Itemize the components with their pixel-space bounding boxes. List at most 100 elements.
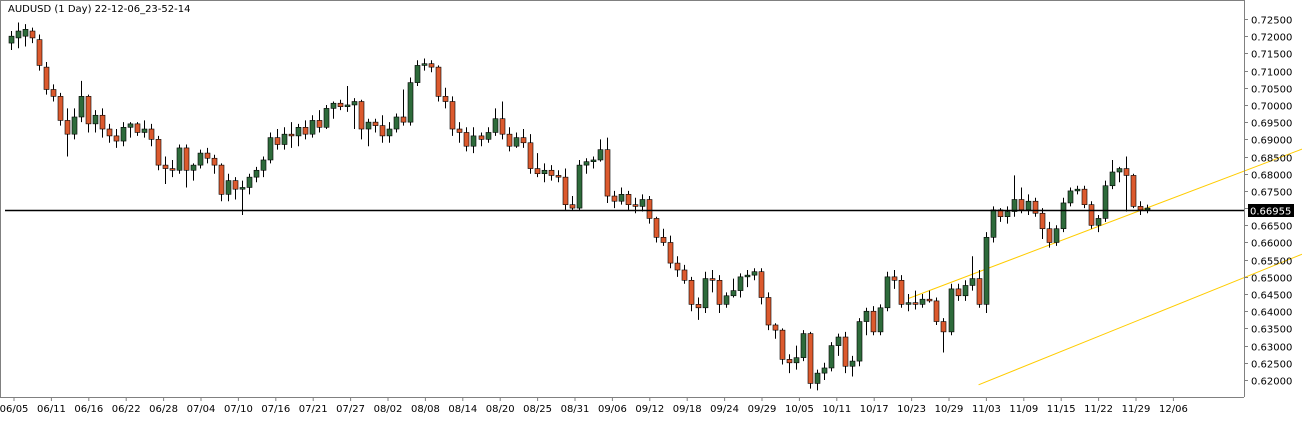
candle-body-bear xyxy=(499,118,506,135)
candle-body-bull xyxy=(828,345,835,369)
x-tick-label: 08/08 xyxy=(411,404,440,415)
x-tick-label: 11/22 xyxy=(1084,404,1113,415)
candle xyxy=(695,297,702,320)
candle-body-bull xyxy=(856,321,863,362)
candle-body-bear xyxy=(1088,204,1095,226)
x-tick-label: 06/05 xyxy=(0,404,28,415)
candle xyxy=(1053,225,1060,246)
candle-body-bear xyxy=(611,195,618,202)
y-tick-label: 0.64500 xyxy=(1251,291,1292,302)
candle xyxy=(141,120,148,138)
x-tick-label: 06/22 xyxy=(112,404,141,415)
candle-body-bear xyxy=(653,218,660,238)
candle-body-bull xyxy=(267,137,274,161)
candle-body-bull xyxy=(730,290,737,297)
candle xyxy=(814,369,821,391)
candle-body-bull xyxy=(414,65,421,83)
candle-body-bear xyxy=(955,288,962,297)
candle-body-bull xyxy=(239,187,246,190)
candle-body-bear xyxy=(688,279,695,305)
price-channel xyxy=(908,148,1302,386)
candle xyxy=(274,129,281,150)
candle-body-bull xyxy=(1109,171,1116,187)
candle-body-bear xyxy=(933,300,940,322)
y-tick-label: 0.66500 xyxy=(1251,222,1292,233)
candle-body-bull xyxy=(1144,207,1151,211)
candle-body-bull xyxy=(948,288,955,333)
candle xyxy=(1095,214,1102,233)
candle-body-bull xyxy=(590,159,597,162)
candle xyxy=(379,115,386,143)
candle xyxy=(849,355,856,377)
candle xyxy=(1074,185,1081,195)
candle-body-bull xyxy=(351,101,358,106)
candle xyxy=(169,159,176,178)
candle-body-bull xyxy=(309,120,316,135)
candle xyxy=(983,232,990,313)
y-tick-label: 0.71500 xyxy=(1251,50,1292,61)
candle xyxy=(639,194,646,212)
candle-body-bear xyxy=(456,128,463,133)
candle xyxy=(856,318,863,367)
candle-body-bull xyxy=(863,310,870,322)
current-price-badge-box xyxy=(1248,204,1294,217)
x-tick-label: 11/29 xyxy=(1122,404,1151,415)
candle-body-bear xyxy=(912,302,919,305)
candle xyxy=(1046,221,1053,248)
candle-body-bull xyxy=(421,63,428,66)
candle xyxy=(940,318,947,353)
candle xyxy=(351,98,358,130)
candle-body-bull xyxy=(176,147,183,171)
candle-body-bull xyxy=(849,360,856,367)
candle xyxy=(267,132,274,164)
candle xyxy=(527,134,534,174)
x-tick-label: 08/02 xyxy=(374,404,403,415)
candle xyxy=(1102,180,1109,222)
candle xyxy=(449,96,456,136)
candle-body-bear xyxy=(681,269,688,281)
candle-body-bear xyxy=(169,168,176,171)
candle xyxy=(1123,156,1130,212)
candle-body-bull xyxy=(983,237,990,305)
candle xyxy=(976,269,983,308)
candle-body-bear xyxy=(520,137,527,144)
candle xyxy=(702,271,709,313)
candle-body-bull xyxy=(253,169,260,178)
candle-body-bull xyxy=(835,336,842,346)
candle-body-bull xyxy=(141,128,148,133)
x-tick-label: 10/23 xyxy=(897,404,926,415)
candle xyxy=(751,268,758,281)
candle xyxy=(400,89,407,126)
candle xyxy=(176,144,183,174)
x-tick-label: 10/05 xyxy=(785,404,814,415)
y-tick-label: 0.72500 xyxy=(1251,16,1292,27)
candle-body-bull xyxy=(597,149,604,161)
candle-body-bull xyxy=(1025,200,1032,211)
candle xyxy=(1130,173,1137,209)
candle xyxy=(681,264,688,284)
candle-body-bear xyxy=(1123,168,1130,176)
candle xyxy=(604,137,611,203)
candle-body-bear xyxy=(632,204,639,207)
candle-body-bear xyxy=(527,142,534,169)
candle xyxy=(562,168,569,210)
x-tick-label: 08/25 xyxy=(523,404,552,415)
x-tick-label: 07/16 xyxy=(261,404,290,415)
candle xyxy=(414,60,421,87)
candles xyxy=(8,22,1151,391)
candle xyxy=(365,118,372,147)
candle-body-bull xyxy=(962,285,969,297)
candle-body-bull xyxy=(127,123,134,128)
candle-body-bear xyxy=(695,304,702,309)
candle xyxy=(218,163,225,202)
candle-body-bear xyxy=(274,137,281,145)
candle xyxy=(162,156,169,185)
candle-body-bear xyxy=(435,66,442,97)
candle-body-bear xyxy=(807,333,814,384)
candle xyxy=(1116,166,1123,183)
candle xyxy=(548,165,555,181)
candle-body-bear xyxy=(786,359,793,364)
candle xyxy=(955,283,962,301)
x-tick-label: 09/18 xyxy=(673,404,702,415)
candle-body-bull xyxy=(744,274,751,278)
